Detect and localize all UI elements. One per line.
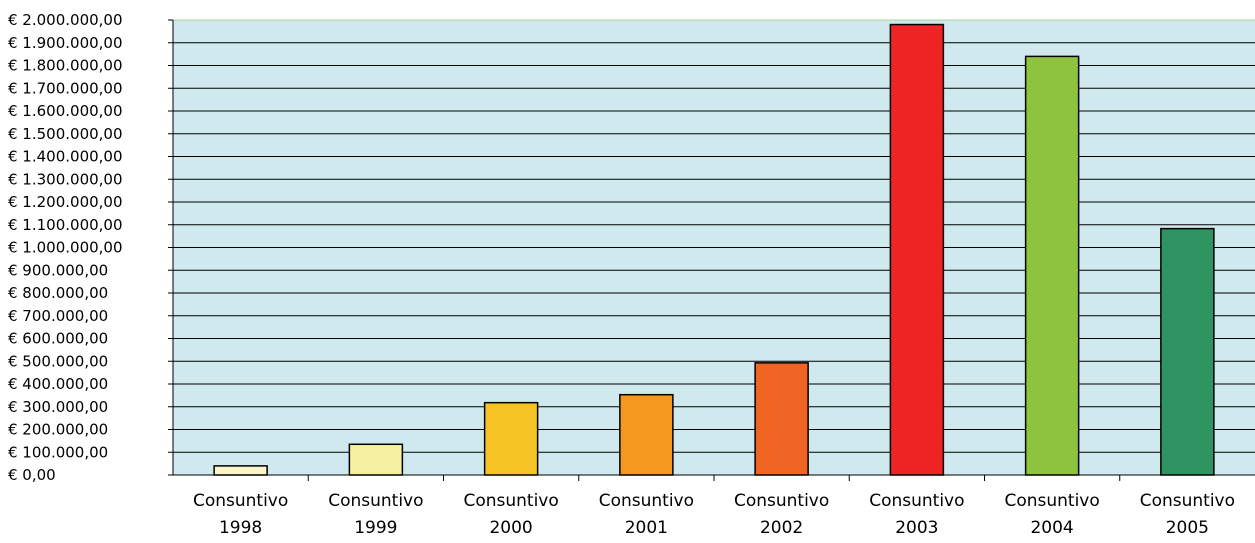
y-axis: € 0,00 € 100.000,00 € 200.000,00 € 300.000,…: [8, 11, 174, 484]
y-tick-label: € 1.300.000,00: [8, 170, 123, 188]
y-tick-label: € 1.700.000,00: [8, 79, 123, 97]
y-tick-label: € 700.000,00: [8, 307, 108, 325]
bar: [213, 465, 268, 476]
y-tick-label: € 1.400.000,00: [8, 148, 123, 166]
y-tick-label: € 1.800.000,00: [8, 57, 123, 75]
y-tick-label: € 900.000,00: [8, 261, 108, 279]
y-tick-label: € 1.200.000,00: [8, 193, 123, 211]
y-tick-label: € 2.000.000,00: [8, 11, 123, 29]
y-tick-label: € 800.000,00: [8, 284, 108, 302]
y-tick-label: € 1.600.000,00: [8, 102, 123, 120]
y-tick-label: € 300.000,00: [8, 398, 108, 416]
bar: [889, 23, 945, 476]
x-category-label: Consuntivo 2003: [869, 491, 964, 538]
x-category-label: Consuntivo 2001: [599, 491, 694, 538]
bar: [1024, 55, 1080, 476]
bar: [348, 443, 404, 476]
y-tick-label: € 600.000,00: [8, 330, 108, 348]
y-tick-label: € 1.500.000,00: [8, 125, 123, 143]
y-tick-label: € 1.000.000,00: [8, 239, 123, 257]
y-tick-label: € 200.000,00: [8, 421, 108, 439]
y-tick-label: € 0,00: [8, 466, 56, 484]
y-tick-label: € 1.100.000,00: [8, 216, 123, 234]
y-tick-label: € 100.000,00: [8, 443, 108, 461]
x-category-label: Consuntivo 2005: [1140, 491, 1235, 538]
y-tick-label: € 400.000,00: [8, 375, 108, 393]
bar: [619, 393, 674, 476]
x-category-label: Consuntivo 1999: [328, 491, 423, 538]
bar: [754, 362, 809, 476]
x-category-label: Consuntivo 1998: [193, 491, 288, 538]
x-category-label: Consuntivo 2000: [463, 491, 558, 538]
x-category-label: Consuntivo 2004: [1004, 491, 1099, 538]
y-tick-label: € 500.000,00: [8, 352, 108, 370]
bar: [483, 401, 539, 476]
y-tick-label: € 1.900.000,00: [8, 34, 123, 52]
bar: [1160, 227, 1215, 476]
x-category-label: Consuntivo 2002: [734, 491, 829, 538]
bars: [213, 23, 1215, 476]
x-axis: Consuntivo 1998 Consuntivo 1999 Consuntivo 20…: [173, 474, 1255, 538]
